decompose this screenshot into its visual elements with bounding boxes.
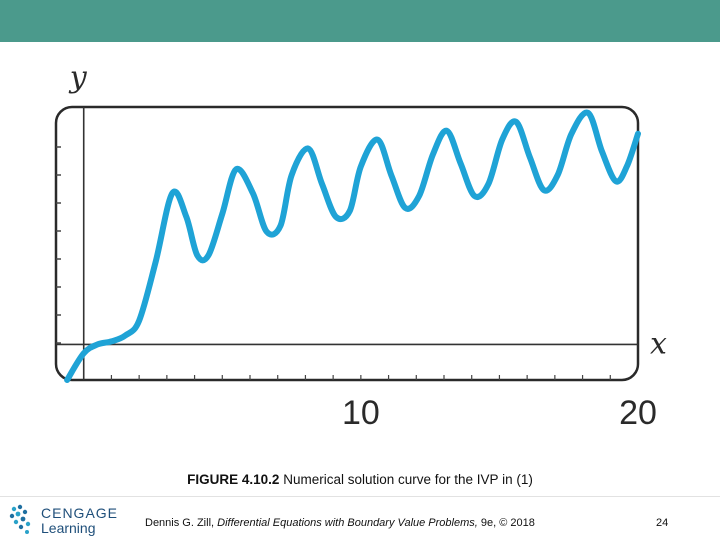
bottom-frame-ticks <box>110 375 611 380</box>
logo-wordmark-top: CENGAGE <box>41 505 119 521</box>
x-tick-label-20: 20 <box>619 394 657 432</box>
page-number: 24 <box>656 517 669 529</box>
x-axis-label: x <box>650 326 667 361</box>
cengage-logo-icon <box>9 504 31 534</box>
footer-divider <box>0 496 720 497</box>
cengage-logo: CENGAGE Learning <box>8 503 123 537</box>
left-frame-ticks <box>56 146 61 344</box>
title-bar <box>0 0 720 42</box>
credit-book-title: Differential Equations with Boundary Val… <box>217 517 478 529</box>
book-credit: Dennis G. Zill, Differential Equations w… <box>145 517 535 529</box>
y-axis-label: y <box>68 60 88 95</box>
plot-frame <box>54 105 640 382</box>
credit-author: Dennis G. Zill, <box>145 517 218 529</box>
solution-curve-line <box>64 109 641 383</box>
x-tick-label-10: 10 <box>342 394 380 432</box>
figure-caption-text: Numerical solution curve for the IVP in … <box>283 472 533 487</box>
logo-wordmark-bottom: Learning <box>41 520 96 536</box>
solution-curve-chart: y x 10 20 <box>54 60 667 432</box>
figure-caption: FIGURE 4.10.2 Numerical solution curve f… <box>0 472 720 487</box>
credit-edition: 9e, © 2018 <box>477 517 535 529</box>
figure-caption-label: FIGURE 4.10.2 <box>187 472 280 487</box>
